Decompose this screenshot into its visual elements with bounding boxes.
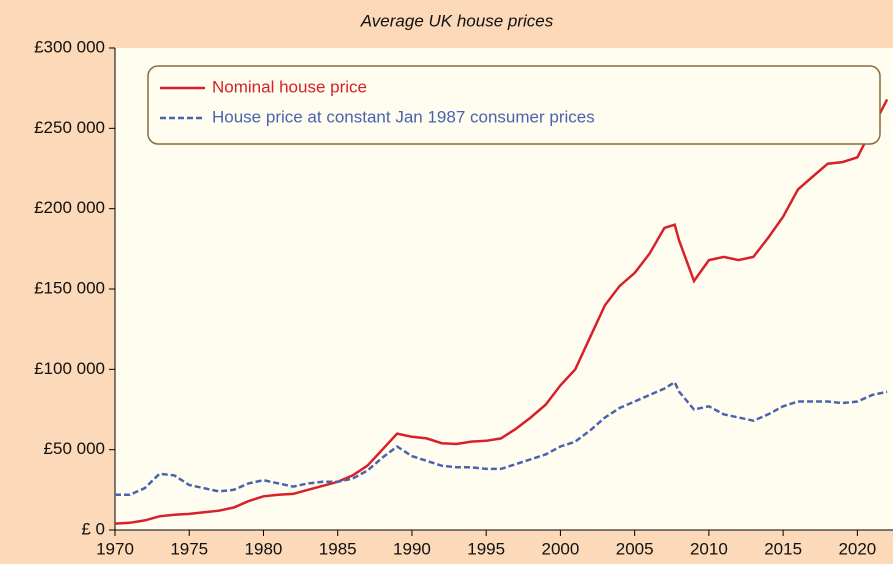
y-tick-label: £150 000 xyxy=(34,278,105,297)
x-tick-label: 2015 xyxy=(764,539,802,558)
x-tick-label: 1995 xyxy=(467,539,505,558)
line xyxy=(114,98,889,525)
y-tick-label: £50 000 xyxy=(44,439,105,458)
y-tick-label: £300 000 xyxy=(34,37,105,56)
x-tick-label: 1980 xyxy=(245,539,283,558)
x-tick-label: 1985 xyxy=(319,539,357,558)
x-tick-label: 2010 xyxy=(690,539,728,558)
x-tick-label: 2005 xyxy=(616,539,654,558)
legend-label: Nominal house price xyxy=(212,77,367,96)
x-tick-label: 1990 xyxy=(393,539,431,558)
y-tick-label: £ 0 xyxy=(81,519,105,538)
y-tick-label: £200 000 xyxy=(34,198,105,217)
x-tick-label: 1970 xyxy=(96,539,134,558)
legend xyxy=(147,65,881,145)
chart-title: Average UK house prices xyxy=(360,11,554,30)
legend-label: House price at constant Jan 1987 consume… xyxy=(212,107,595,126)
x-tick-label: 1975 xyxy=(170,539,208,558)
x-tick-label: 2020 xyxy=(838,539,876,558)
y-tick-label: £250 000 xyxy=(34,118,105,137)
y-tick-label: £100 000 xyxy=(34,359,105,378)
x-tick-label: 2000 xyxy=(542,539,580,558)
